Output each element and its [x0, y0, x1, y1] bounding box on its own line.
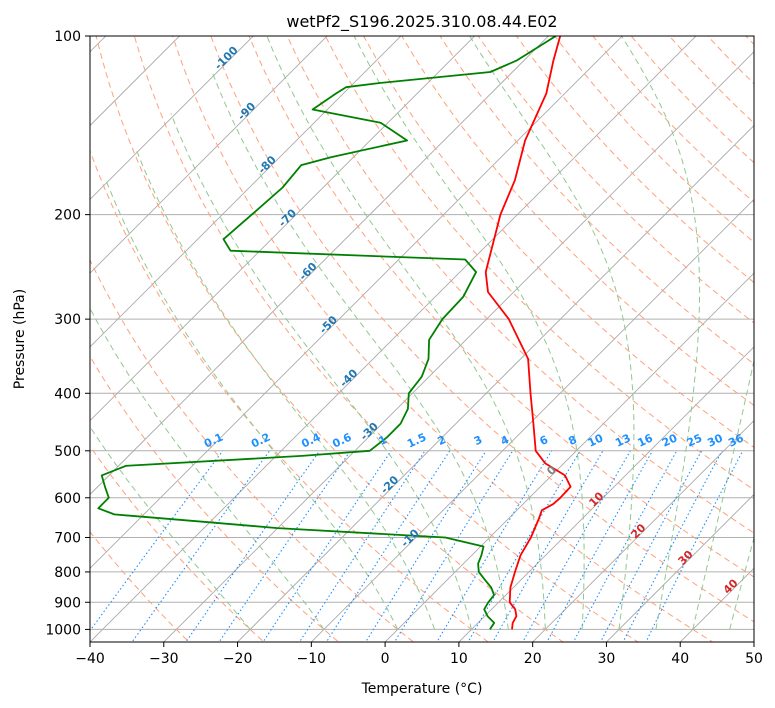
- mixing-ratio-line: [131, 450, 271, 642]
- plot-background: [90, 36, 754, 642]
- y-tick-label: 200: [54, 208, 81, 224]
- isotherm-line: [605, 493, 754, 642]
- mixing-ratio-line: [572, 450, 678, 642]
- plot-frame: [89, 35, 755, 643]
- y-tick-label: 100: [54, 29, 81, 45]
- x-tick-label: −30: [149, 651, 179, 667]
- dry-adiabat-line: [286, 36, 754, 534]
- isotherm-line: [90, 36, 476, 422]
- x-axis-title: Temperature (°C): [361, 681, 483, 697]
- dry-adiabat-line: [172, 36, 714, 642]
- x-tick-label: 10: [450, 651, 468, 667]
- mixing-ratio-label: 20: [660, 431, 680, 449]
- chart-title: wetPf2_S196.2025.310.08.44.E02: [286, 12, 557, 32]
- mixing-ratio-line: [599, 450, 702, 642]
- y-tick-label: 700: [54, 531, 81, 547]
- y-tick-label: 300: [54, 312, 81, 328]
- dry-adiabat-line: [90, 258, 415, 642]
- y-tick-label: 400: [54, 386, 81, 402]
- y-tick-label: 800: [54, 565, 81, 581]
- profile-lines: [97, 36, 572, 630]
- isotherm-line: [90, 36, 550, 496]
- mixing-ratio-label: 10: [586, 431, 606, 449]
- moist-adiabat-line: [266, 36, 546, 630]
- mixing-ratio-label: 30: [705, 431, 725, 449]
- y-tick-label: 1000: [45, 622, 81, 638]
- dry-adiabat-line: [248, 36, 754, 578]
- mixing-ratio-line: [325, 450, 451, 642]
- isotherm-line: [90, 36, 181, 127]
- x-tick-label: −10: [297, 651, 327, 667]
- x-tick-label: 0: [381, 651, 390, 667]
- x-axis: −40 −30 −20 −10 0 10 20 30 40 50: [75, 642, 763, 667]
- moist-adiabat-line: [729, 536, 754, 630]
- mixing-ratio-label: 25: [685, 432, 704, 450]
- background-lines: [90, 36, 754, 642]
- moist-adiabat-line: [90, 425, 251, 630]
- x-tick-label: 50: [745, 651, 763, 667]
- isotherm-line: [532, 420, 754, 642]
- dry-adiabat-line: [363, 36, 754, 448]
- dewpoint-profile-line: [97, 36, 557, 630]
- mixing-ratio-line: [546, 450, 653, 642]
- mixing-ratio-line: [298, 450, 426, 642]
- y-tick-label: 900: [54, 595, 81, 611]
- isotherm-line: [90, 36, 254, 200]
- isotherm-line: [90, 36, 328, 274]
- y-tick-label: 500: [54, 444, 81, 460]
- mixing-ratio-label: 13: [613, 432, 632, 450]
- dry-adiabat-line: [324, 36, 754, 491]
- dry-adiabat-line: [515, 36, 754, 284]
- mixing-ratio-line: [262, 450, 392, 642]
- dry-adiabat-line: [133, 36, 639, 642]
- isotherm-line: [310, 198, 754, 642]
- mixing-ratio-line: [467, 450, 581, 642]
- isotherm-line: [458, 346, 754, 642]
- y-tick-label: 600: [54, 491, 81, 507]
- temperature-profile-line: [484, 36, 572, 630]
- moist-adiabat-line: [105, 180, 399, 630]
- isotherm-line: [236, 124, 754, 642]
- y-axis-title: Pressure (hPa): [12, 289, 28, 389]
- mixing-ratio-line: [393, 450, 514, 642]
- isotherm-line: [90, 36, 697, 642]
- isotherm-line: [90, 36, 402, 348]
- dry-adiabat-line: [210, 36, 754, 623]
- moist-adiabat-line: [469, 36, 635, 630]
- mixing-ratio-line: [218, 450, 351, 642]
- dry-adiabat-line: [95, 36, 564, 642]
- isotherm-line: [384, 272, 754, 642]
- x-tick-label: −20: [223, 651, 253, 667]
- x-tick-label: 30: [597, 651, 615, 667]
- isotherm-line: [163, 51, 754, 642]
- moist-adiabat-line: [170, 113, 472, 630]
- mixing-ratio-label: 36: [726, 431, 746, 449]
- dry-adiabat-line: [90, 531, 190, 642]
- moist-adiabat-line: [90, 307, 325, 630]
- mixing-ratio-line: [365, 450, 487, 642]
- mixing-ratio-line: [492, 450, 604, 642]
- dry-adiabat-line: [90, 355, 340, 642]
- moist-adiabat-line: [135, 148, 436, 630]
- x-tick-label: −40: [75, 651, 105, 667]
- dry-adiabat-line: [477, 36, 754, 324]
- mixing-ratio-line: [436, 450, 553, 642]
- moist-adiabat-line: [211, 71, 509, 630]
- y-axis: 1000 900 800 700 600 500 400 300 200 100: [45, 29, 90, 638]
- mixing-ratio-label: 16: [636, 431, 656, 449]
- dry-adiabat-line: [90, 149, 490, 642]
- x-tick-label: 40: [671, 651, 689, 667]
- x-tick-label: 20: [524, 651, 542, 667]
- moist-adiabat-line: [353, 36, 585, 630]
- moist-adiabat-line: [692, 357, 754, 630]
- dry-adiabat-line: [90, 445, 265, 642]
- moist-adiabat-line: [621, 36, 701, 630]
